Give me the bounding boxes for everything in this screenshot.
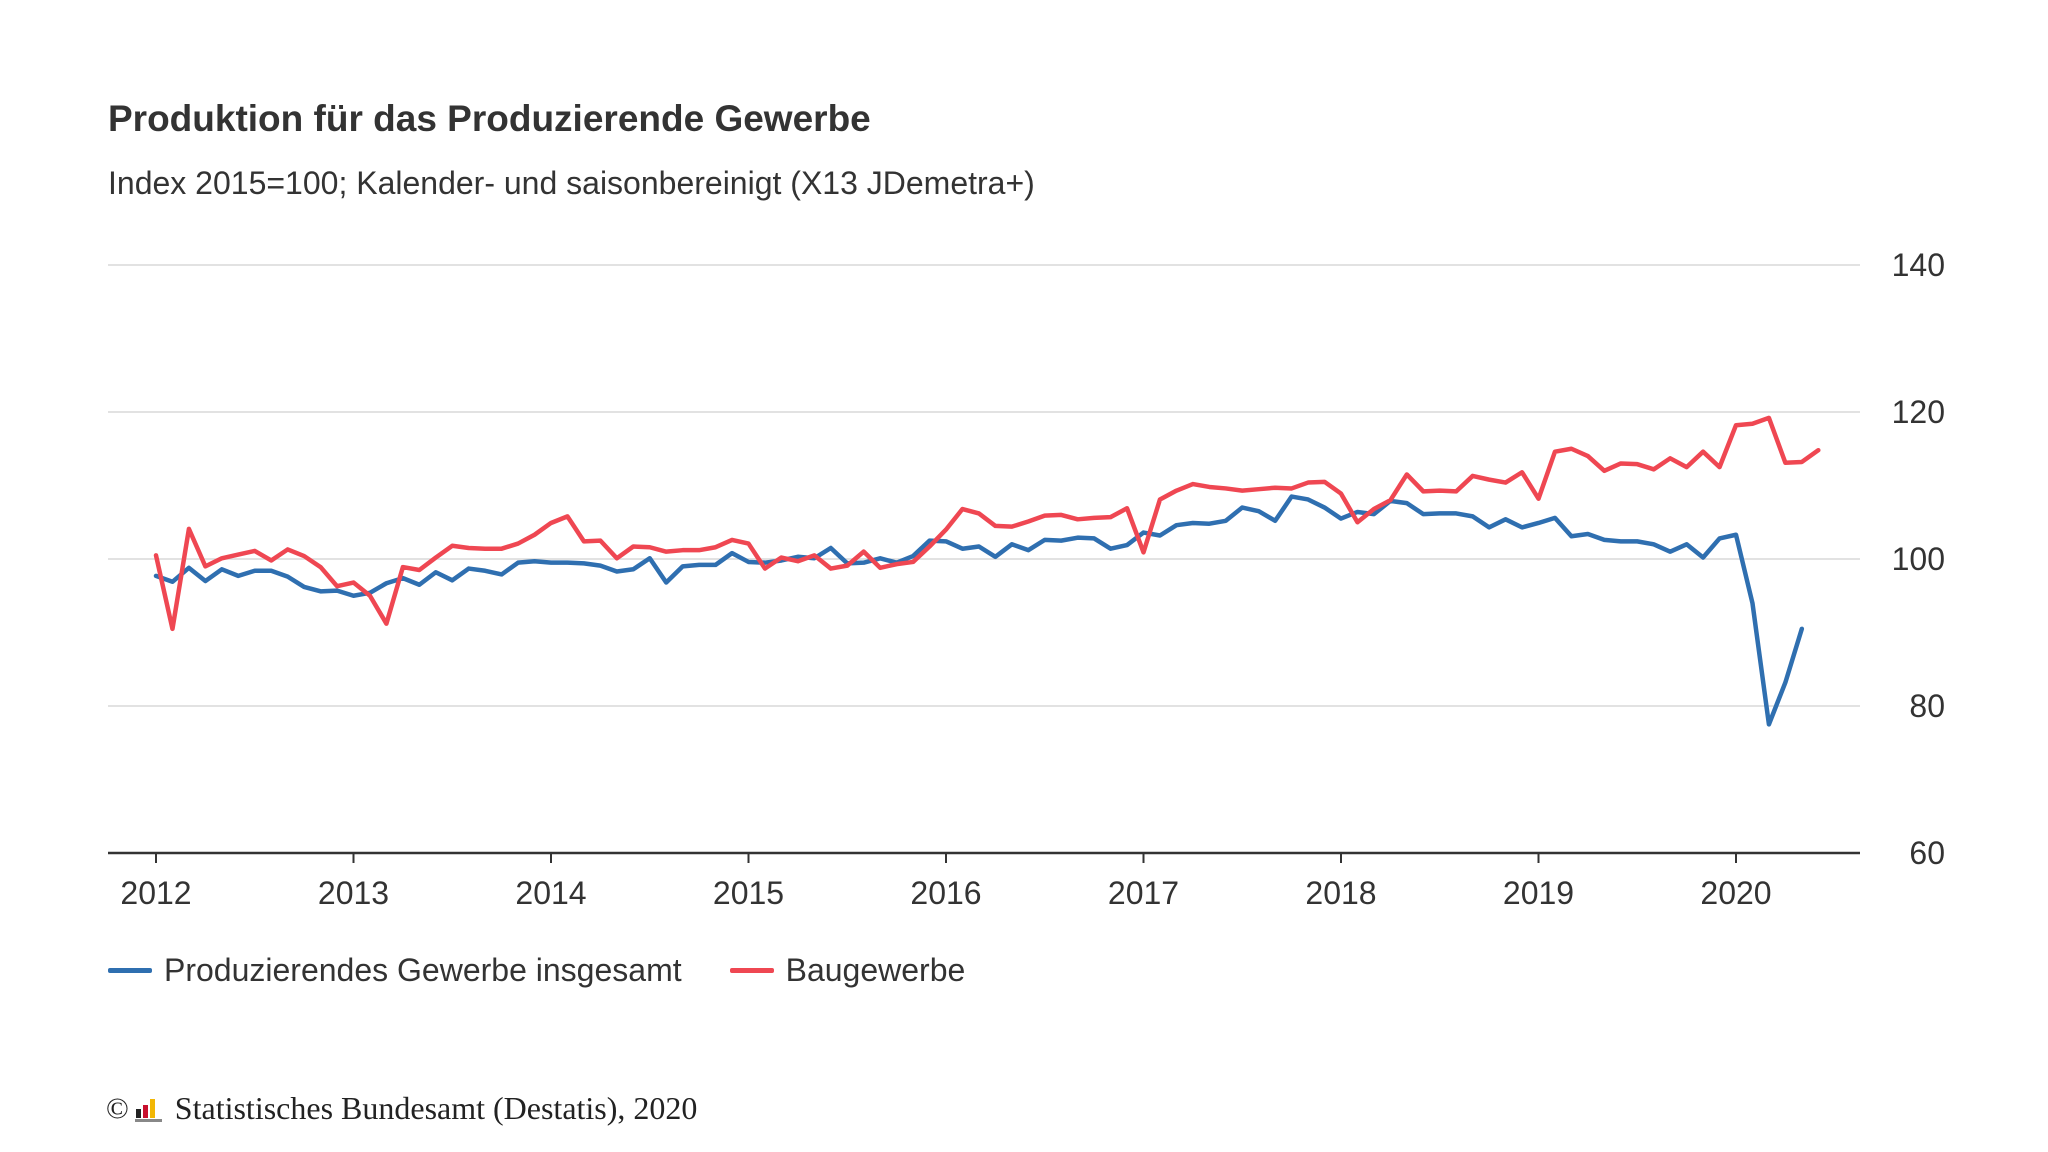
x-tick-label-2012: 2012: [120, 875, 191, 911]
series-line-gesamt: [153, 494, 1805, 727]
y-tick-label-100: 100: [1892, 541, 1945, 577]
legend-item-gesamt[interactable]: Produzierendes Gewerbe insgesamt: [108, 952, 682, 989]
x-tick-label-2017: 2017: [1108, 875, 1179, 911]
chart-subtitle: Index 2015=100; Kalender- und saisonbere…: [108, 165, 1035, 201]
legend-label-gesamt: Produzierendes Gewerbe insgesamt: [164, 952, 682, 988]
destatis-logo-icon: [134, 1098, 162, 1122]
y-tick-label-140: 140: [1892, 247, 1945, 283]
x-tick-label-2019: 2019: [1503, 875, 1574, 911]
chart-title: Produktion für das Produzierende Gewerbe: [108, 98, 871, 139]
copyright-symbol: ©: [106, 1091, 129, 1125]
x-tick-label-2014: 2014: [515, 875, 586, 911]
legend-item-baugewerbe[interactable]: Baugewerbe: [729, 952, 966, 989]
line-chart: 60 80 100 120 140 2012 2013 2014 2015 2016 2017 201…: [108, 247, 1945, 911]
source-text: Statistisches Bundesamt (Destatis), 2020: [174, 1090, 698, 1126]
y-tick-label-120: 120: [1892, 394, 1945, 430]
x-tick-label-2016: 2016: [910, 875, 981, 911]
legend-swatch-gesamt: [108, 968, 152, 973]
y-tick-label-60: 60: [1909, 835, 1945, 871]
x-tick-label-2015: 2015: [713, 875, 784, 911]
chart-legend: Produzierendes Gewerbe insgesamt Baugewe…: [108, 952, 1013, 989]
x-tick-label-2020: 2020: [1700, 875, 1771, 911]
series-line-baugewerbe: [153, 415, 1821, 632]
legend-label-baugewerbe: Baugewerbe: [785, 952, 966, 988]
y-tick-label-80: 80: [1909, 688, 1945, 724]
x-tick-label-2018: 2018: [1305, 875, 1376, 911]
legend-swatch-baugewerbe: [729, 968, 774, 973]
source-footer: © Statistisches Bundesamt (Destatis), 20…: [106, 1090, 697, 1127]
x-tick-label-2013: 2013: [318, 875, 389, 911]
